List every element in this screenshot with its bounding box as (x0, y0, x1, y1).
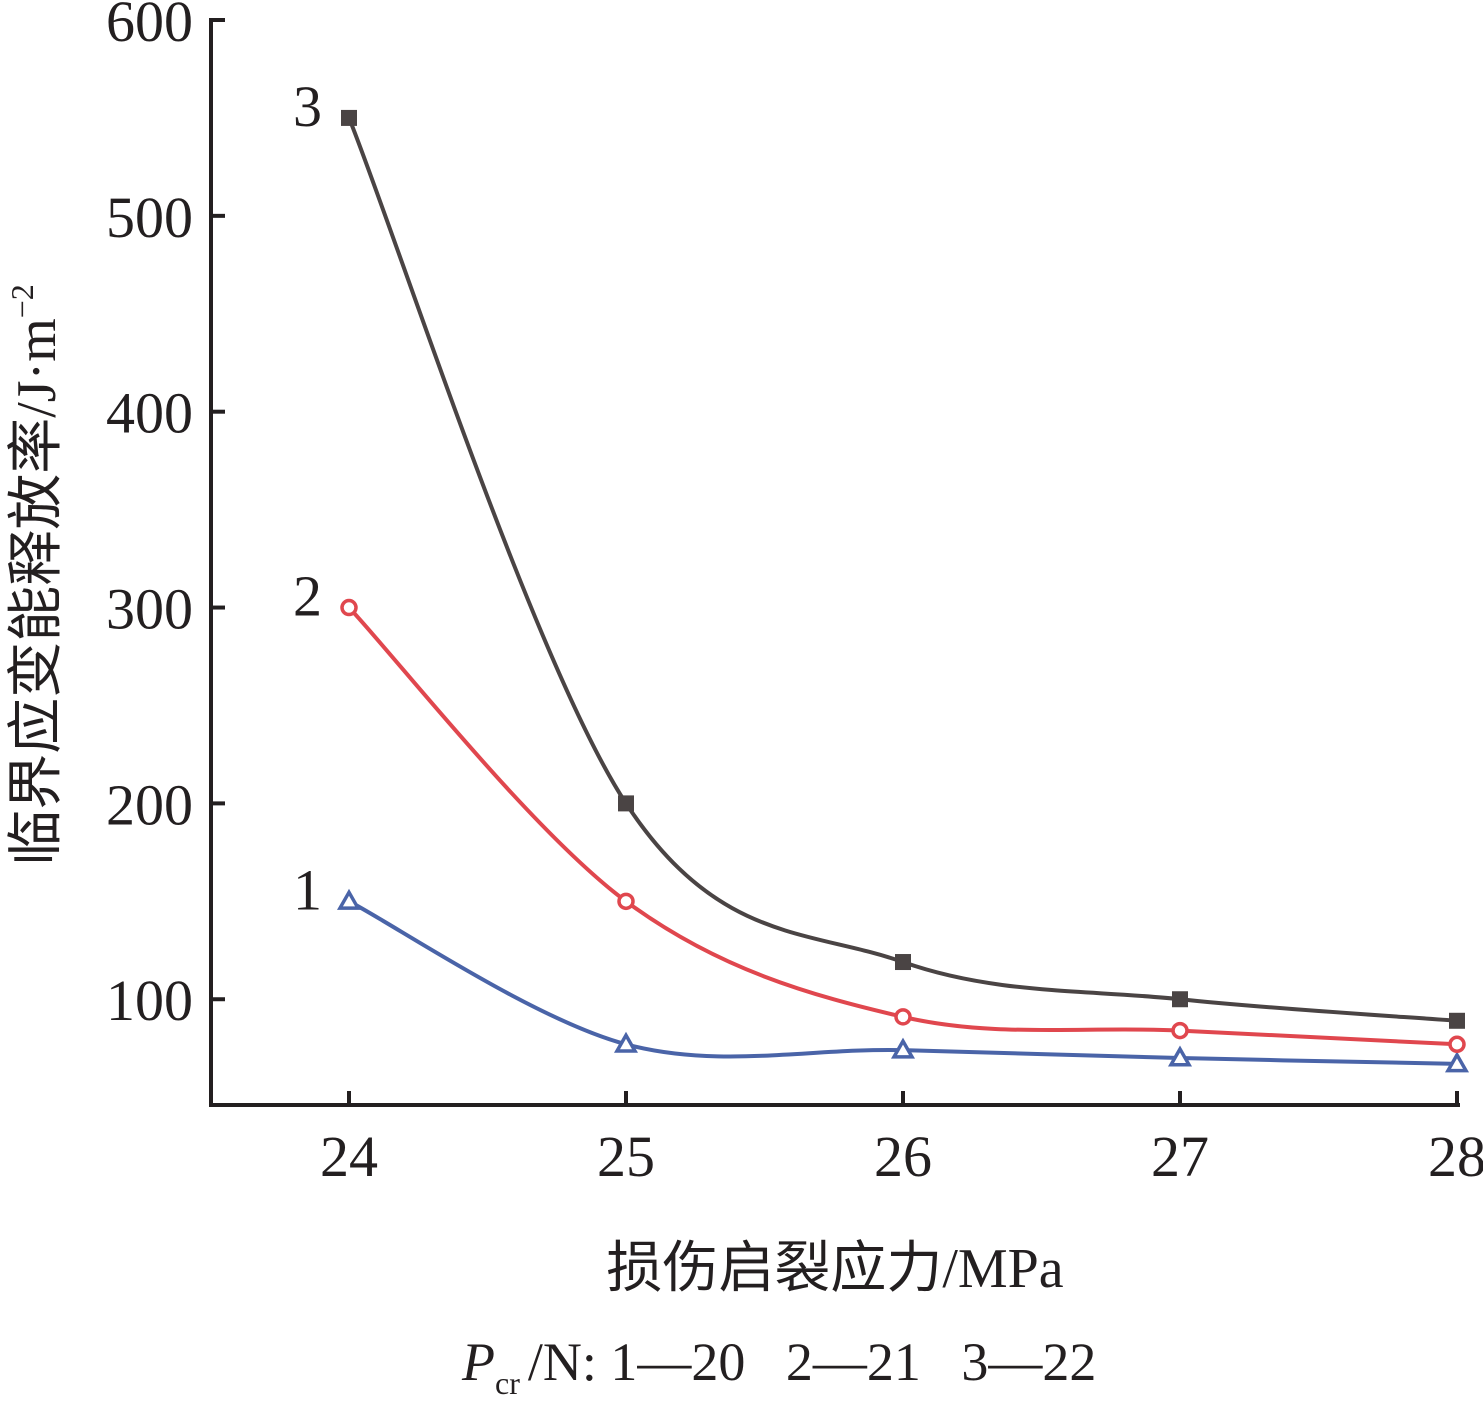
series-group: 1 2 3 (293, 74, 1470, 1073)
series-label: 2 (293, 564, 322, 629)
series-3: 3 (293, 74, 1465, 1029)
data-point (340, 598, 358, 617)
data-point (1449, 1012, 1465, 1029)
y-axis-label-exponent: −2 (4, 284, 40, 318)
y-axis-label-group: 临界应变能释放率/J·m−2 (4, 284, 68, 866)
axes (209, 18, 1460, 1107)
y-axis-label: 临界应变能释放率/J·m−2 (4, 284, 68, 866)
data-point (618, 795, 634, 812)
y-ticks: 100 200 300 400 500 600 (106, 0, 225, 1033)
series-label: 3 (293, 74, 322, 139)
x-tick-label: 26 (874, 1124, 932, 1189)
y-tick-label: 100 (106, 968, 193, 1033)
legend-subscript: cr (495, 1365, 520, 1401)
series-line (347, 117, 1458, 1023)
series-line (347, 606, 1458, 1047)
data-point (336, 888, 362, 910)
data-point (1448, 1035, 1466, 1054)
data-point (617, 892, 635, 911)
data-point (1167, 1045, 1193, 1067)
data-point (890, 1037, 916, 1059)
y-tick-label: 200 (106, 772, 193, 837)
x-tick-label: 27 (1151, 1124, 1209, 1189)
data-point (894, 1008, 912, 1026)
legend-text: /N: 1—20 2—21 3—22 (528, 1332, 1097, 1392)
y-tick-label: 300 (106, 577, 193, 642)
data-point (613, 1031, 639, 1053)
series-label: 1 (293, 857, 322, 922)
x-tick-label: 24 (320, 1124, 378, 1189)
y-axis-label-text: 临界应变能释放率/J·m (6, 318, 68, 866)
data-point (341, 109, 357, 126)
y-tick-label: 500 (106, 185, 193, 250)
y-tick-label: 400 (106, 381, 193, 446)
x-axis-label: 损伤启裂应力/MPa (606, 1238, 1063, 1300)
data-point (1171, 1021, 1189, 1040)
series-2: 2 (293, 564, 1466, 1054)
x-ticks: 24 25 26 27 28 (320, 1091, 1483, 1189)
x-tick-label: 28 (1428, 1124, 1483, 1189)
legend-caption: Pcr/N: 1—20 2—21 3—22 (461, 1332, 1096, 1401)
series-1: 1 (293, 857, 1470, 1073)
x-tick-label: 25 (597, 1124, 655, 1189)
data-point (1172, 991, 1188, 1008)
y-tick-label: 600 (106, 0, 193, 54)
data-point (895, 954, 911, 971)
data-point (1444, 1051, 1470, 1073)
legend-symbol: P (461, 1332, 495, 1392)
